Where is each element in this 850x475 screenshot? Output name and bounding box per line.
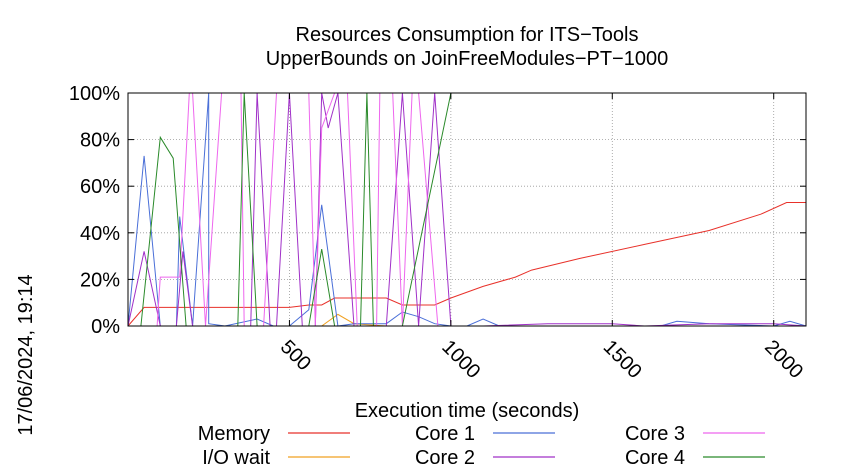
x-axis-label: Execution time (seconds) xyxy=(355,400,580,422)
x-tick-label: 1000 xyxy=(437,336,484,383)
series-lines xyxy=(127,92,807,327)
series-line-core-3 xyxy=(128,92,806,327)
x-tick-label: 2000 xyxy=(760,336,807,383)
legend-label-i-o-wait: I/O wait xyxy=(202,447,270,469)
y-tick-label: 100% xyxy=(69,83,120,105)
timestamp-label: 17/06/2024, 19:14 xyxy=(15,274,37,435)
y-tick-label: 40% xyxy=(80,223,120,245)
legend-label-core-1: Core 1 xyxy=(415,423,475,445)
series-line-core-2 xyxy=(127,92,807,327)
y-tick-label: 0% xyxy=(91,316,120,338)
legend-label-core-2: Core 2 xyxy=(415,447,475,469)
legend-label-memory: Memory xyxy=(198,423,270,445)
y-tick-label: 80% xyxy=(80,130,120,152)
chart-title: Resources Consumption for ITS−Tools xyxy=(296,24,639,46)
grid-lines xyxy=(128,93,806,326)
plot-frame xyxy=(127,92,807,327)
x-tick-label: 1500 xyxy=(599,336,646,383)
series-line-core-1 xyxy=(127,92,807,327)
legend-label-core-3: Core 3 xyxy=(625,423,685,445)
legend-label-core-4: Core 4 xyxy=(625,447,685,469)
chart-subtitle: UpperBounds on JoinFreeModules−PT−1000 xyxy=(266,48,668,70)
y-tick-label: 60% xyxy=(80,176,120,198)
y-tick-label: 20% xyxy=(80,269,120,291)
series-line-core-4 xyxy=(128,92,806,327)
series-line-memory xyxy=(127,202,806,327)
x-tick-label: 500 xyxy=(276,336,315,375)
